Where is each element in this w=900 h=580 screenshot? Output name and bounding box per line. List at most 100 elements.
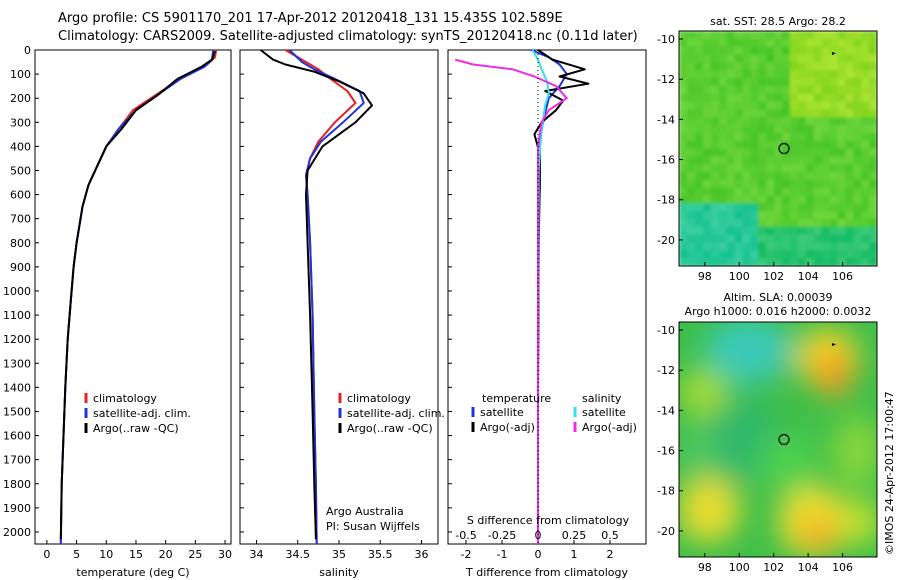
sst-cell (805, 148, 815, 157)
sst-cell (821, 101, 831, 110)
sst-cell (789, 85, 799, 95)
sst-cell (774, 156, 783, 165)
sst-cell (750, 62, 759, 71)
sst-cell (734, 203, 743, 212)
figure-title-line1: Argo profile: CS 5901170_201 17-Apr-2012… (58, 11, 563, 26)
legend-title-temperature: temperature (482, 392, 551, 405)
sst-cell (726, 117, 735, 126)
sst-cell (853, 172, 862, 181)
sst-cell (813, 78, 823, 87)
sst-cell (742, 117, 751, 126)
sst-cell (718, 132, 728, 142)
sst-cell (718, 117, 728, 126)
sst-cell (758, 148, 767, 157)
sst-cell (853, 117, 862, 126)
sst-cell (782, 117, 791, 126)
sst-cell (758, 101, 767, 110)
x-tick-label: -1 (497, 548, 508, 561)
sst-cell (837, 211, 846, 220)
sst-cell (694, 70, 704, 79)
sst-cell (758, 78, 767, 87)
sst-cell (813, 38, 823, 48)
map-x-tick-label: 106 (832, 270, 853, 283)
sst-cell (694, 46, 704, 56)
sst-cell (718, 234, 728, 244)
x-tick-label: 25 (188, 548, 202, 561)
depth-tick-label: 0 (24, 44, 31, 57)
sst-cell (702, 62, 712, 71)
sst-cell (805, 187, 815, 197)
sst-cell (686, 156, 696, 165)
sst-cell (679, 132, 688, 142)
sst-cell (821, 140, 831, 150)
sst-cell (766, 117, 775, 126)
legend-label: satellite (582, 406, 626, 419)
sst-cell (782, 132, 791, 142)
sst-cell (758, 93, 767, 103)
sst-cell (718, 148, 728, 157)
sst-cell (750, 31, 759, 40)
sst-cell (821, 78, 831, 87)
sst-cell (861, 38, 870, 48)
sst-cell (821, 54, 831, 63)
sst-cell (805, 258, 815, 266)
sst-cell (686, 203, 696, 212)
sst-cell (710, 70, 720, 79)
sst-cell (694, 54, 704, 63)
sst-cell (726, 234, 735, 244)
sst-cell (813, 54, 823, 63)
sst-cell (758, 234, 767, 244)
sst-cell (694, 132, 704, 142)
sst-cell (797, 70, 807, 79)
argo-location-marker (778, 142, 790, 155)
sst-cell (750, 226, 759, 236)
sst-cell (742, 132, 751, 142)
sst-cell (829, 125, 838, 134)
map-y-tick-label: -16 (657, 445, 675, 458)
sst-cell (734, 93, 743, 103)
sst-cell (853, 164, 862, 173)
sst-cell (686, 242, 696, 251)
sst-cell (742, 164, 751, 173)
sst-cell (750, 125, 759, 134)
sst-cell (742, 46, 751, 56)
sst-cell (766, 70, 775, 79)
sst-cell (829, 46, 838, 56)
credit-pi: PI: Susan Wijffels (326, 520, 420, 533)
sst-cell (845, 219, 854, 228)
sst-cell (679, 179, 688, 189)
sst-cell (797, 211, 807, 220)
sst-cell (829, 132, 838, 142)
sst-cell (750, 164, 759, 173)
sst-cell (805, 78, 815, 87)
sst-cell (869, 78, 877, 87)
sst-cell (726, 156, 735, 165)
sst-cell (813, 85, 823, 95)
sst-cell (797, 78, 807, 87)
sst-cell (845, 140, 854, 150)
sst-cell (679, 93, 688, 103)
sst-map-title: sat. SST: 28.5 Argo: 28.2 (710, 15, 846, 28)
sst-cell (821, 125, 831, 134)
sst-cell (853, 54, 862, 63)
imos-timestamp: ©IMOS 24-Apr-2012 17:00:47 (883, 391, 896, 555)
depth-tick-label: 1000 (3, 285, 31, 298)
sst-cell (766, 258, 775, 266)
sst-cell (861, 132, 870, 142)
sst-cell (758, 38, 767, 48)
sst-cell (742, 156, 751, 165)
depth-tick-label: 700 (10, 213, 31, 226)
sst-cell (853, 242, 862, 251)
sst-cell (869, 38, 877, 48)
sst-cell (845, 148, 854, 157)
depth-tick-label: 500 (10, 164, 31, 177)
sst-cell (750, 140, 759, 150)
sst-cell (694, 195, 704, 204)
sst-cell (726, 164, 735, 173)
sst-cell (742, 211, 751, 220)
legend-label: satellite (480, 406, 524, 419)
sst-cell (766, 46, 775, 56)
sst-cell (718, 109, 728, 118)
sst-cell (845, 85, 854, 95)
sst-cell (805, 117, 815, 126)
